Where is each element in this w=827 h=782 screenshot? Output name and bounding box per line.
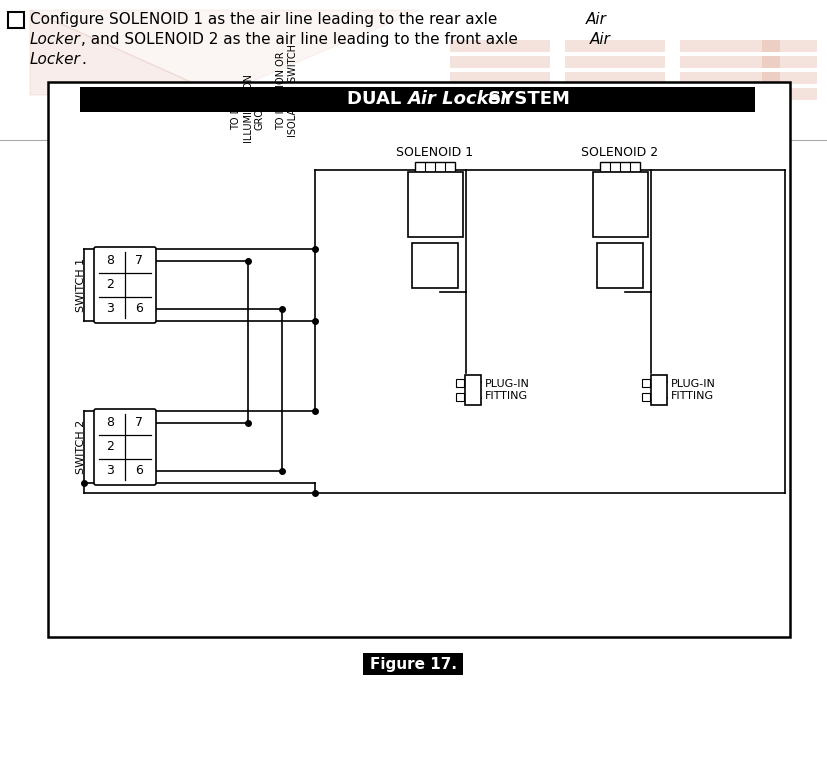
- FancyBboxPatch shape: [94, 409, 156, 485]
- Bar: [680, 56, 780, 68]
- Bar: [450, 40, 550, 52]
- Bar: [762, 72, 817, 84]
- Text: .: .: [81, 52, 86, 67]
- Bar: [48, 82, 790, 637]
- Text: , and SOLENOID 2 as the air line leading to the front axle: , and SOLENOID 2 as the air line leading…: [81, 32, 523, 47]
- Bar: [642, 393, 650, 401]
- Polygon shape: [30, 10, 220, 95]
- Bar: [8, 12, 24, 28]
- Text: Air Locker: Air Locker: [408, 91, 509, 109]
- Text: PLUG-IN
FITTING: PLUG-IN FITTING: [671, 379, 716, 401]
- Bar: [363, 653, 463, 675]
- Bar: [592, 172, 648, 237]
- Text: 3: 3: [107, 465, 114, 478]
- Text: Air: Air: [586, 12, 607, 27]
- Bar: [762, 40, 817, 52]
- Bar: [600, 162, 640, 172]
- Text: PLUG-IN
FITTING: PLUG-IN FITTING: [485, 379, 530, 401]
- Text: SOLENOID 1: SOLENOID 1: [396, 146, 474, 159]
- Text: SWITCH 2: SWITCH 2: [76, 420, 86, 474]
- Bar: [465, 375, 481, 405]
- Bar: [565, 72, 665, 84]
- Text: 2: 2: [107, 440, 114, 454]
- Text: TO IGNITION OR
ISOLATING SWITCH: TO IGNITION OR ISOLATING SWITCH: [276, 44, 298, 137]
- Polygon shape: [30, 10, 420, 95]
- Text: TO DASH
ILLUMINATION
GROUND: TO DASH ILLUMINATION GROUND: [232, 74, 265, 142]
- Bar: [450, 56, 550, 68]
- Bar: [456, 379, 464, 387]
- Text: Locker: Locker: [30, 52, 81, 67]
- Bar: [651, 375, 667, 405]
- Text: SWITCH 1: SWITCH 1: [76, 258, 86, 312]
- Bar: [680, 88, 780, 100]
- Bar: [565, 56, 665, 68]
- FancyBboxPatch shape: [94, 247, 156, 323]
- Bar: [680, 72, 780, 84]
- Text: Figure 17.: Figure 17.: [370, 657, 457, 672]
- Text: 6: 6: [136, 465, 143, 478]
- Text: Locker: Locker: [30, 32, 81, 47]
- Bar: [642, 379, 650, 387]
- Text: SYSTEM: SYSTEM: [482, 91, 571, 109]
- Text: 6: 6: [136, 303, 143, 315]
- Text: 7: 7: [136, 254, 144, 267]
- Text: Configure SOLENOID 1 as the air line leading to the rear axle: Configure SOLENOID 1 as the air line lea…: [30, 12, 502, 27]
- Text: 3: 3: [107, 303, 114, 315]
- Bar: [565, 88, 665, 100]
- Bar: [450, 72, 550, 84]
- Bar: [762, 88, 817, 100]
- Bar: [680, 40, 780, 52]
- Text: Air: Air: [590, 32, 611, 47]
- Text: DUAL: DUAL: [347, 91, 408, 109]
- Text: 8: 8: [107, 417, 114, 429]
- Bar: [565, 40, 665, 52]
- Bar: [408, 172, 462, 237]
- Text: 2: 2: [107, 278, 114, 292]
- Bar: [456, 393, 464, 401]
- Bar: [415, 162, 455, 172]
- Bar: [450, 88, 550, 100]
- Bar: [412, 243, 458, 288]
- Text: 8: 8: [107, 254, 114, 267]
- Bar: [597, 243, 643, 288]
- Text: SOLENOID 2: SOLENOID 2: [581, 146, 658, 159]
- Bar: [762, 56, 817, 68]
- Text: 7: 7: [136, 417, 144, 429]
- Bar: [80, 87, 755, 112]
